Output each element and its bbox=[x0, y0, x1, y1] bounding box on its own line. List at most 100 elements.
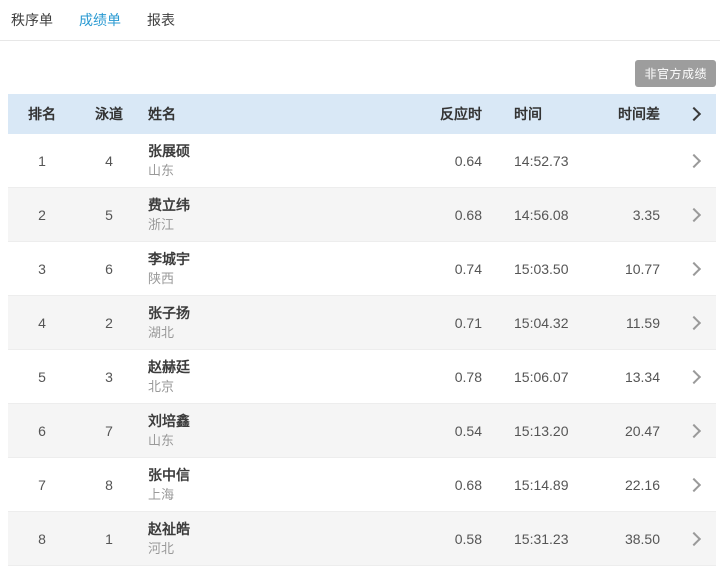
time-cell: 14:52.73 bbox=[514, 152, 569, 169]
table-row[interactable]: 5 3 赵赫廷 北京 0.78 15:06.07 13.34 bbox=[8, 350, 716, 404]
lane-cell: 7 bbox=[105, 422, 113, 439]
name-cell: 张中信 上海 bbox=[142, 467, 410, 502]
rank-cell: 8 bbox=[38, 530, 46, 547]
rank-cell: 5 bbox=[38, 368, 46, 385]
swimmer-province: 浙江 bbox=[148, 216, 175, 232]
name-cell: 费立纬 浙江 bbox=[142, 197, 410, 232]
reaction-cell: 0.74 bbox=[454, 260, 482, 277]
table-header-row: 排名 泳道 姓名 反应时 时间 时间差 bbox=[8, 94, 716, 134]
lane-cell: 3 bbox=[105, 368, 113, 385]
table-row[interactable]: 8 1 赵祉皓 河北 0.58 15:31.23 38.50 bbox=[8, 512, 716, 566]
diff-cell: 13.34 bbox=[624, 368, 660, 385]
table-row[interactable]: 4 2 张子扬 湖北 0.71 15:04.32 11.59 bbox=[8, 296, 716, 350]
name-cell: 赵赫廷 北京 bbox=[142, 359, 410, 394]
reaction-cell: 0.71 bbox=[454, 314, 482, 331]
tab-report[interactable]: 报表 bbox=[147, 12, 175, 28]
header-rank: 排名 bbox=[28, 106, 56, 122]
rank-cell: 6 bbox=[38, 422, 46, 439]
diff-cell: 22.16 bbox=[624, 476, 660, 493]
chevron-right-icon[interactable] bbox=[686, 423, 702, 438]
time-cell: 15:14.89 bbox=[514, 476, 569, 493]
rank-cell: 7 bbox=[38, 476, 46, 493]
chevron-right-icon[interactable] bbox=[686, 369, 702, 384]
row-chevron-cell[interactable] bbox=[672, 369, 716, 384]
rank-cell: 2 bbox=[38, 206, 46, 223]
chevron-right-icon[interactable] bbox=[686, 106, 702, 122]
swimmer-province: 河北 bbox=[148, 540, 175, 556]
swimmer-province: 北京 bbox=[148, 378, 175, 394]
row-chevron-cell[interactable] bbox=[672, 531, 716, 546]
time-cell: 15:04.32 bbox=[514, 314, 569, 331]
header-chevron-cell[interactable] bbox=[672, 106, 716, 122]
unofficial-results-badge: 非官方成绩 bbox=[635, 60, 716, 87]
lane-cell: 5 bbox=[105, 206, 113, 223]
diff-cell: 11.59 bbox=[626, 314, 660, 331]
row-chevron-cell[interactable] bbox=[672, 153, 716, 168]
lane-cell: 8 bbox=[105, 476, 113, 493]
lane-cell: 2 bbox=[105, 314, 113, 331]
results-table: 排名 泳道 姓名 反应时 时间 时间差 1 4 张展硕 山东 0.64 14:5… bbox=[8, 94, 716, 566]
row-chevron-cell[interactable] bbox=[672, 207, 716, 222]
chevron-right-icon[interactable] bbox=[686, 153, 702, 168]
swimmer-name: 费立纬 bbox=[148, 196, 190, 213]
table-row[interactable]: 6 7 刘培鑫 山东 0.54 15:13.20 20.47 bbox=[8, 404, 716, 458]
table-row[interactable]: 1 4 张展硕 山东 0.64 14:52.73 bbox=[8, 134, 716, 188]
swimmer-name: 张展硕 bbox=[148, 142, 190, 159]
reaction-cell: 0.68 bbox=[454, 476, 482, 493]
time-cell: 14:56.08 bbox=[514, 206, 569, 223]
name-cell: 赵祉皓 河北 bbox=[142, 521, 410, 556]
chevron-right-icon[interactable] bbox=[686, 261, 702, 276]
row-chevron-cell[interactable] bbox=[672, 261, 716, 276]
row-chevron-cell[interactable] bbox=[672, 423, 716, 438]
reaction-cell: 0.58 bbox=[454, 530, 482, 547]
reaction-cell: 0.64 bbox=[454, 152, 482, 169]
diff-cell: 38.50 bbox=[624, 530, 660, 547]
lane-cell: 6 bbox=[105, 260, 113, 277]
chevron-right-icon[interactable] bbox=[686, 477, 702, 492]
toolbar-row: 非官方成绩 bbox=[0, 41, 720, 94]
tab-results[interactable]: 成绩单 bbox=[79, 12, 121, 28]
row-chevron-cell[interactable] bbox=[672, 315, 716, 330]
table-row[interactable]: 3 6 李城宇 陕西 0.74 15:03.50 10.77 bbox=[8, 242, 716, 296]
header-time: 时间 bbox=[514, 106, 542, 122]
rank-cell: 4 bbox=[38, 314, 46, 331]
rank-cell: 3 bbox=[38, 260, 46, 277]
swimmer-province: 山东 bbox=[148, 162, 175, 178]
reaction-cell: 0.68 bbox=[454, 206, 482, 223]
name-cell: 刘培鑫 山东 bbox=[142, 413, 410, 448]
header-diff: 时间差 bbox=[618, 106, 660, 122]
table-row[interactable]: 7 8 张中信 上海 0.68 15:14.89 22.16 bbox=[8, 458, 716, 512]
tab-bar: 秩序单 成绩单 报表 bbox=[0, 0, 720, 41]
swimmer-name: 赵祉皓 bbox=[148, 520, 190, 537]
time-cell: 15:06.07 bbox=[514, 368, 569, 385]
header-name: 姓名 bbox=[148, 106, 176, 122]
diff-cell: 20.47 bbox=[624, 422, 660, 439]
swimmer-province: 上海 bbox=[148, 486, 175, 502]
table-row[interactable]: 2 5 费立纬 浙江 0.68 14:56.08 3.35 bbox=[8, 188, 716, 242]
time-cell: 15:31.23 bbox=[514, 530, 569, 547]
tab-order-list[interactable]: 秩序单 bbox=[11, 12, 53, 28]
swimmer-name: 赵赫廷 bbox=[148, 358, 190, 375]
swimmer-name: 刘培鑫 bbox=[148, 412, 190, 429]
chevron-right-icon[interactable] bbox=[686, 531, 702, 546]
header-reaction: 反应时 bbox=[440, 106, 482, 122]
swimmer-name: 张子扬 bbox=[148, 304, 190, 321]
reaction-cell: 0.78 bbox=[454, 368, 482, 385]
rank-cell: 1 bbox=[38, 152, 46, 169]
swimmer-name: 张中信 bbox=[148, 466, 190, 483]
swimmer-province: 山东 bbox=[148, 432, 175, 448]
name-cell: 张子扬 湖北 bbox=[142, 305, 410, 340]
row-chevron-cell[interactable] bbox=[672, 477, 716, 492]
reaction-cell: 0.54 bbox=[454, 422, 482, 439]
chevron-right-icon[interactable] bbox=[686, 315, 702, 330]
diff-cell: 10.77 bbox=[624, 260, 660, 277]
swimmer-province: 湖北 bbox=[148, 324, 175, 340]
time-cell: 15:03.50 bbox=[514, 260, 569, 277]
diff-cell: 3.35 bbox=[632, 206, 660, 223]
time-cell: 15:13.20 bbox=[514, 422, 569, 439]
chevron-right-icon[interactable] bbox=[686, 207, 702, 222]
table-body: 1 4 张展硕 山东 0.64 14:52.73 2 5 费立纬 浙江 0.68… bbox=[8, 134, 716, 566]
header-lane: 泳道 bbox=[95, 106, 123, 122]
name-cell: 张展硕 山东 bbox=[142, 143, 410, 178]
lane-cell: 4 bbox=[105, 152, 113, 169]
